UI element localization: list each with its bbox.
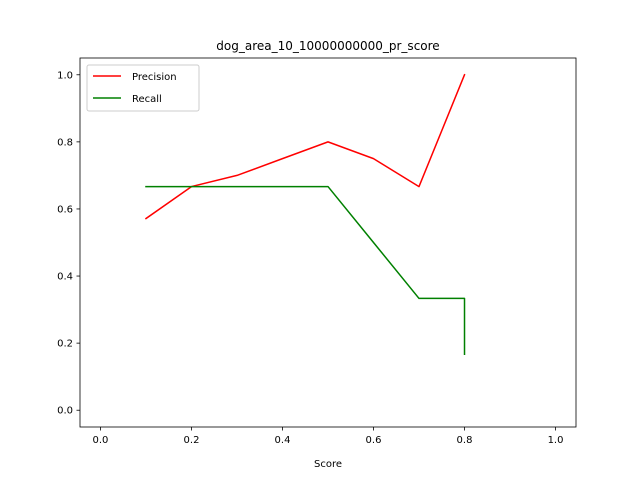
y-tick-label: 0.8 [57, 137, 73, 148]
chart-title: dog_area_10_10000000000_pr_score [216, 39, 439, 53]
legend-label-recall: Recall [132, 94, 162, 105]
y-tick-label: 0.0 [57, 406, 73, 417]
x-tick-label: 1.0 [548, 435, 564, 446]
x-tick-label: 0.8 [457, 435, 473, 446]
series-line-precision [144, 73, 466, 220]
x-axis: 0.0 0.2 0.4 0.6 0.8 1.0 [93, 427, 564, 446]
x-tick-label: 0.0 [93, 435, 109, 446]
y-tick-label: 0.6 [57, 204, 73, 215]
series-layer [144, 73, 466, 356]
plot-area [80, 58, 576, 427]
x-axis-label: Score [314, 459, 342, 470]
legend-label-precision: Precision [132, 72, 177, 83]
y-tick-label: 0.2 [57, 339, 73, 350]
y-tick-label: 0.4 [57, 272, 73, 283]
legend: Precision Recall [86, 64, 200, 112]
x-tick-label: 0.4 [275, 435, 291, 446]
y-axis: 0.0 0.2 0.4 0.6 0.8 1.0 [57, 70, 80, 417]
x-tick-label: 0.2 [184, 435, 200, 446]
plot-frame [79, 57, 577, 428]
x-tick-label: 0.6 [366, 435, 382, 446]
series-line-recall [145, 185, 466, 356]
y-tick-label: 1.0 [57, 70, 73, 81]
